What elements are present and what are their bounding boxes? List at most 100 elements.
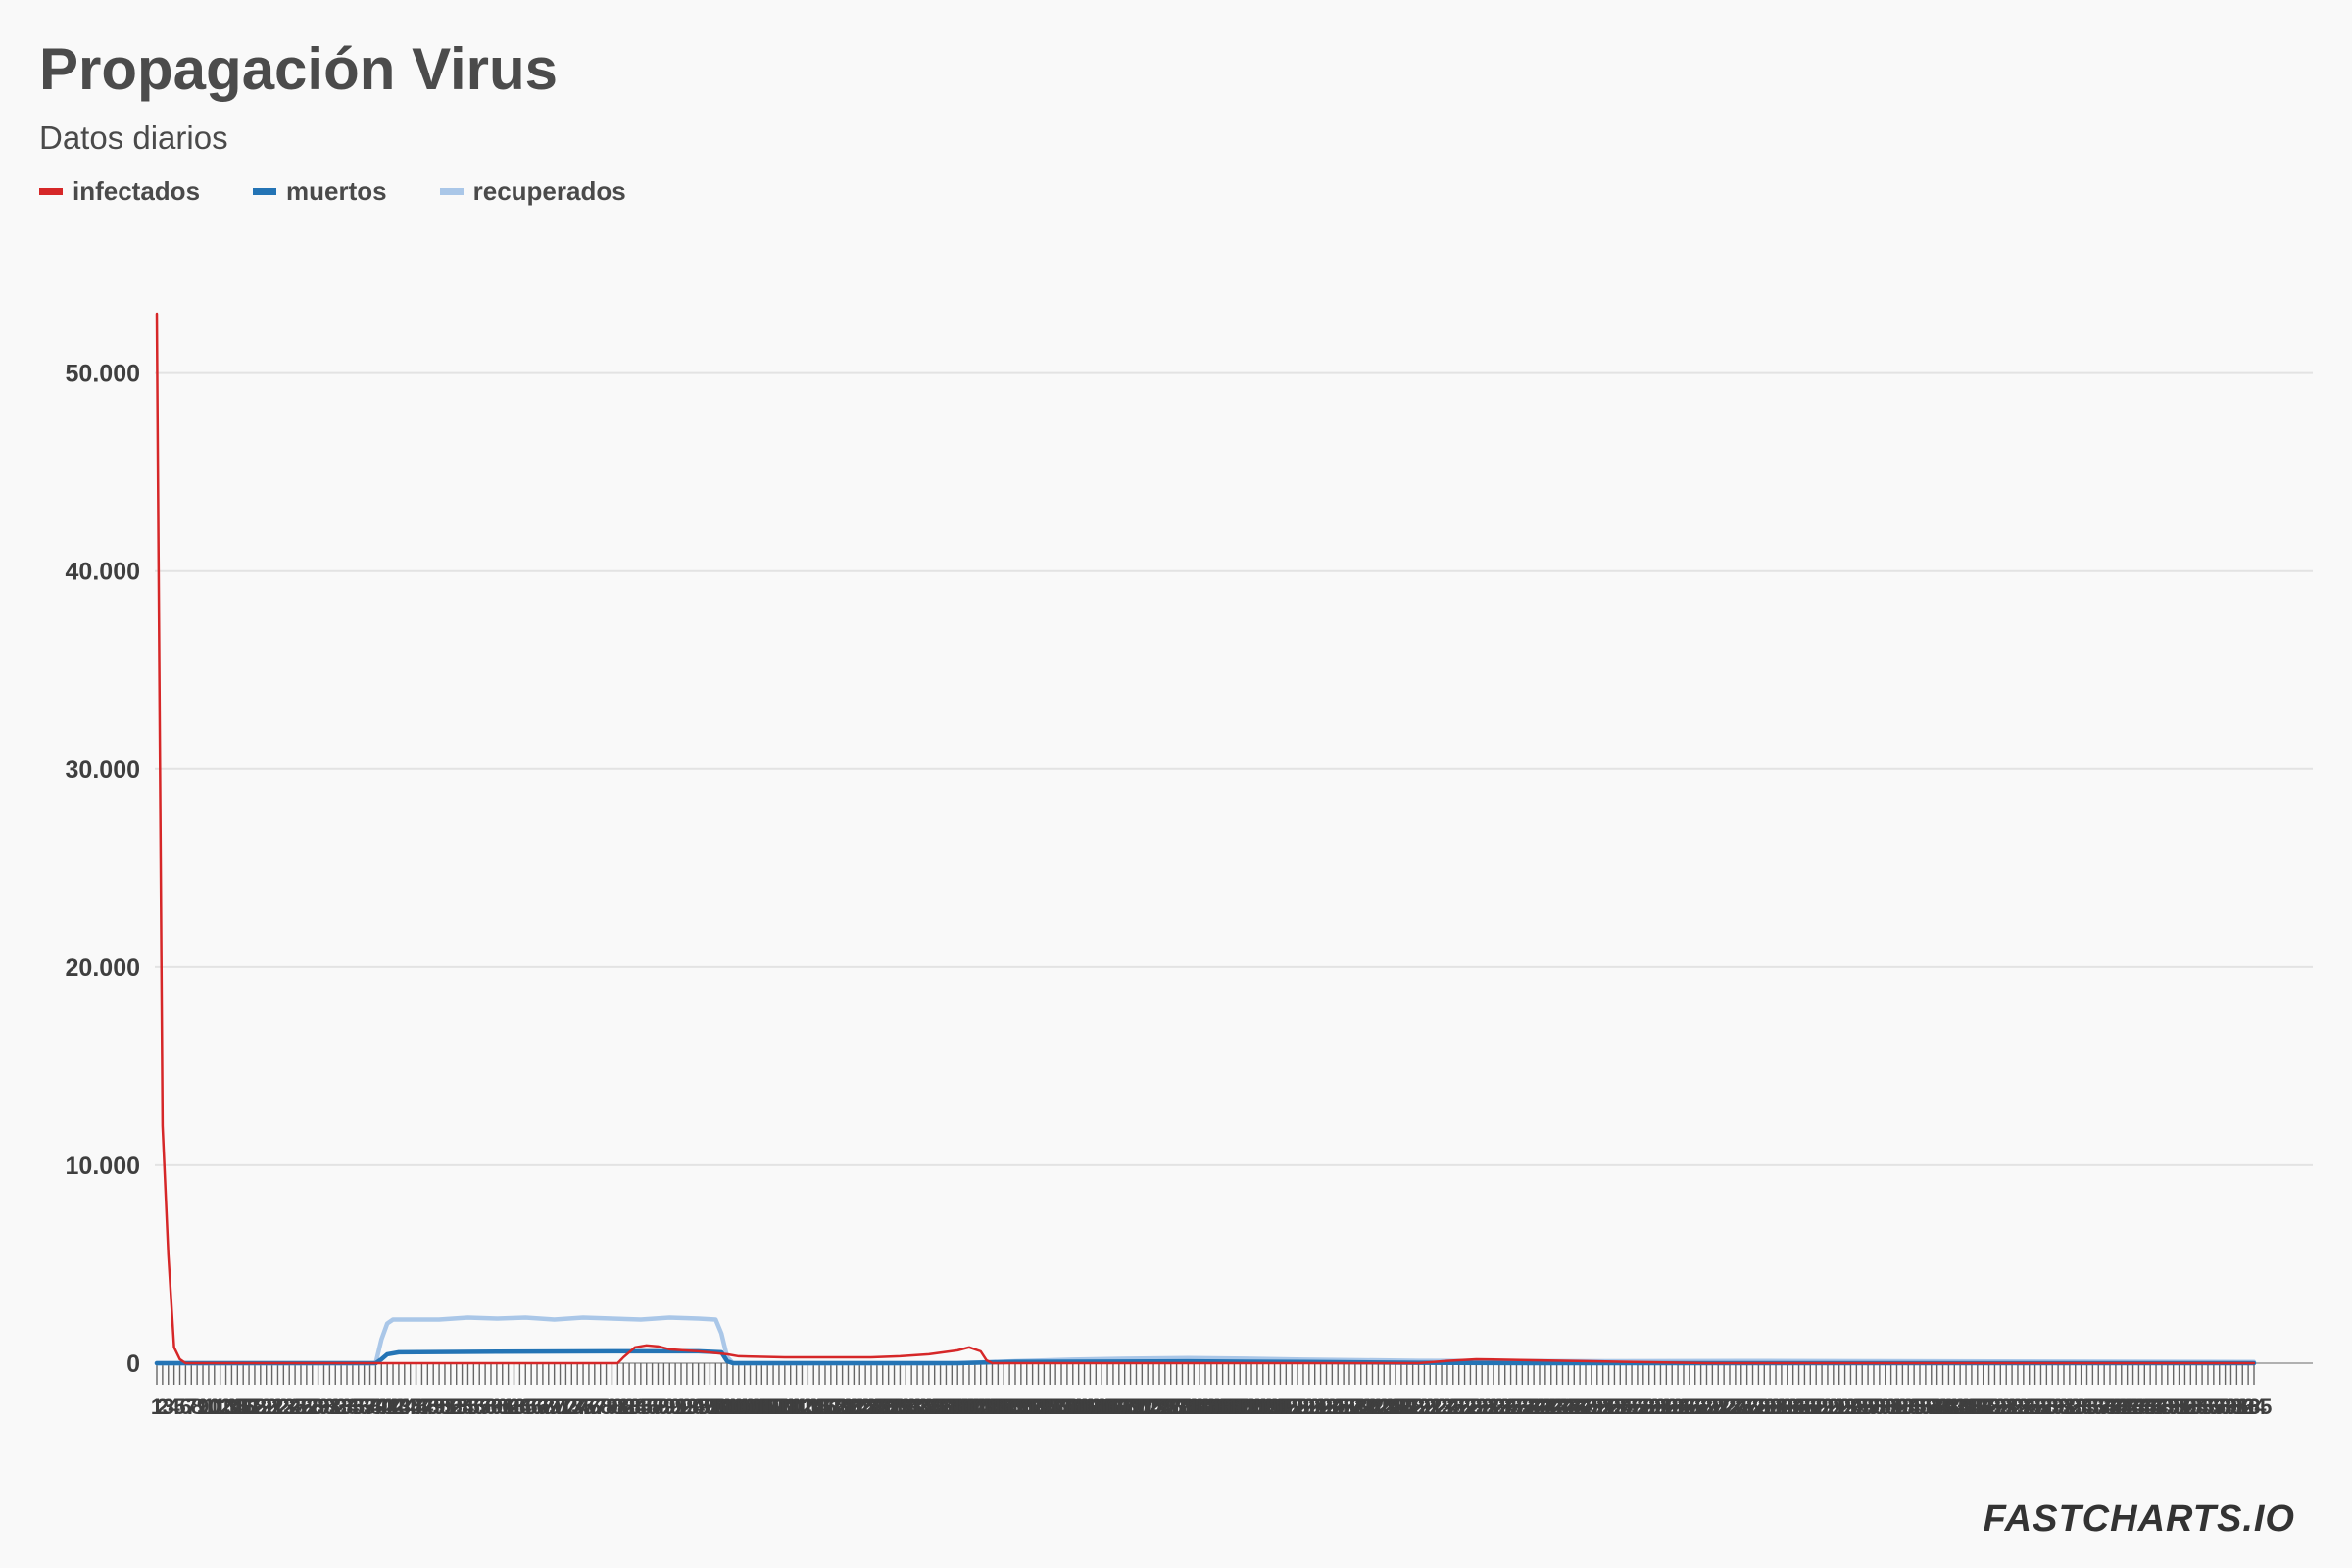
y-tick-label: 0 (126, 1350, 140, 1378)
x-tick-label: 146 (974, 1395, 1010, 1419)
x-tick-label: 151 (1004, 1395, 1040, 1419)
x-tick-label: 197 (1268, 1395, 1304, 1419)
x-tick-label: 294 (1827, 1395, 1863, 1419)
x-tick-label: 305 (1890, 1395, 1927, 1419)
x-tick-label: 16 (231, 1395, 255, 1419)
x-tick-label: 253 (1591, 1395, 1627, 1419)
x-tick-label: 89 (652, 1395, 675, 1419)
x-tick-label: 345 (2121, 1395, 2157, 1419)
x-tick-label: 100 (710, 1395, 746, 1419)
x-tick-label: 63 (502, 1395, 525, 1419)
x-tick-label: 155 (1026, 1395, 1062, 1419)
x-tick-label: 352 (2161, 1395, 2197, 1419)
x-tick-label: 252 (1585, 1395, 1621, 1419)
x-tick-label: 339 (2086, 1395, 2123, 1419)
x-tick-label: 328 (2023, 1395, 2059, 1419)
x-tick-label: 216 (1378, 1395, 1414, 1419)
x-tick-label: 186 (1204, 1395, 1241, 1419)
x-tick-label: 201 (1291, 1395, 1327, 1419)
x-tick-label: 209 (1337, 1395, 1373, 1419)
x-tick-label: 1 (151, 1395, 163, 1419)
x-tick-labels: 1234567891011121314151617181920212223242… (151, 1395, 2272, 1419)
x-tick-label: 332 (2046, 1395, 2082, 1419)
x-tick-label: 154 (1020, 1395, 1056, 1419)
x-tick-label: 77 (583, 1395, 607, 1419)
legend-item-muertos[interactable]: muertos (253, 176, 387, 207)
x-tick-label: 316 (1954, 1395, 1990, 1419)
x-tick-label: 325 (2005, 1395, 2041, 1419)
x-tick-label: 160 (1054, 1395, 1091, 1419)
x-tick-label: 86 (634, 1395, 658, 1419)
x-tick-label: 149 (992, 1395, 1028, 1419)
x-tick-label: 59 (479, 1395, 503, 1419)
x-tick-label: 103 (726, 1395, 762, 1419)
x-tick-label: 101 (715, 1395, 752, 1419)
x-tick-label: 260 (1631, 1395, 1667, 1419)
x-tick-label: 183 (1188, 1395, 1224, 1419)
x-tick-label: 234 (1481, 1395, 1517, 1419)
x-tick-label: 47 (410, 1395, 433, 1419)
x-tick-label: 319 (1971, 1395, 2007, 1419)
x-tick-label: 171 (1118, 1395, 1154, 1419)
x-tick-label: 202 (1297, 1395, 1333, 1419)
x-tick-label: 344 (2115, 1395, 2151, 1419)
x-tick-label: 114 (791, 1395, 826, 1419)
x-tick-label: 207 (1326, 1395, 1362, 1419)
x-tick-label: 56 (462, 1395, 485, 1419)
x-tick-label: 278 (1735, 1395, 1771, 1419)
x-tick-label: 9 (197, 1395, 209, 1419)
x-tick-label: 284 (1769, 1395, 1805, 1419)
legend-swatch-muertos (253, 188, 277, 195)
x-tick-label: 20 (254, 1395, 277, 1419)
x-tick-label: 125 (854, 1395, 890, 1419)
x-tick-label: 39 (364, 1395, 387, 1419)
x-tick-label: 324 (2000, 1395, 2036, 1419)
x-tick-label: 200 (1286, 1395, 1322, 1419)
x-tick-label: 338 (2081, 1395, 2117, 1419)
chart-title: Propagación Virus (39, 36, 559, 102)
x-tick-label: 138 (928, 1395, 964, 1419)
legend-label-muertos: muertos (286, 176, 387, 206)
x-tick-label: 342 (2103, 1395, 2139, 1419)
x-tick-label: 264 (1654, 1395, 1690, 1419)
x-tick-label: 309 (1913, 1395, 1949, 1419)
x-tick-label: 266 (1666, 1395, 1702, 1419)
x-tick-label: 181 (1176, 1395, 1212, 1419)
x-tick-label: 111 (774, 1395, 808, 1419)
x-tick-label: 225 (1430, 1395, 1466, 1419)
x-tick-label: 94 (681, 1395, 706, 1419)
x-tick-label: 365 (2236, 1395, 2273, 1419)
x-tick-label: 174 (1136, 1395, 1172, 1419)
x-tick-label: 185 (1199, 1395, 1235, 1419)
x-tick-label: 67 (525, 1395, 549, 1419)
x-tick-label: 97 (698, 1395, 721, 1419)
x-tick-label: 199 (1280, 1395, 1316, 1419)
brand-logo[interactable]: FASTCHARTS.IO (1983, 1498, 2295, 1540)
x-tick-label: 84 (623, 1395, 648, 1419)
legend-item-infectados[interactable]: infectados (39, 176, 200, 207)
x-tick-label: 211 (1349, 1395, 1385, 1419)
legend-label-recuperados: recuperados (472, 176, 626, 206)
x-tick-label: 71 (548, 1395, 571, 1419)
x-tick-label: 283 (1764, 1395, 1800, 1419)
x-tick-label: 236 (1493, 1395, 1529, 1419)
x-tick-label: 7 (185, 1395, 197, 1419)
x-tick-label: 346 (2127, 1395, 2163, 1419)
x-tick-label: 256 (1608, 1395, 1644, 1419)
x-tick-label: 55 (456, 1395, 479, 1419)
x-tick-label: 156 (1032, 1395, 1068, 1419)
x-tick-label: 136 (916, 1395, 953, 1419)
legend-item-recuperados[interactable]: recuperados (439, 176, 626, 207)
x-tick-label: 303 (1879, 1395, 1915, 1419)
x-tick-label: 233 (1476, 1395, 1512, 1419)
x-tick-label: 355 (2179, 1395, 2215, 1419)
x-tick-label: 80 (600, 1395, 623, 1419)
x-tick-label: 25 (283, 1395, 307, 1419)
x-tick-label: 364 (2230, 1395, 2267, 1419)
x-tick-label: 198 (1274, 1395, 1310, 1419)
x-tick-label: 281 (1752, 1395, 1788, 1419)
x-tick-label: 292 (1815, 1395, 1851, 1419)
x-tick-label: 275 (1718, 1395, 1754, 1419)
y-tick-label: 40.000 (66, 559, 140, 586)
x-tick-label: 188 (1216, 1395, 1252, 1419)
